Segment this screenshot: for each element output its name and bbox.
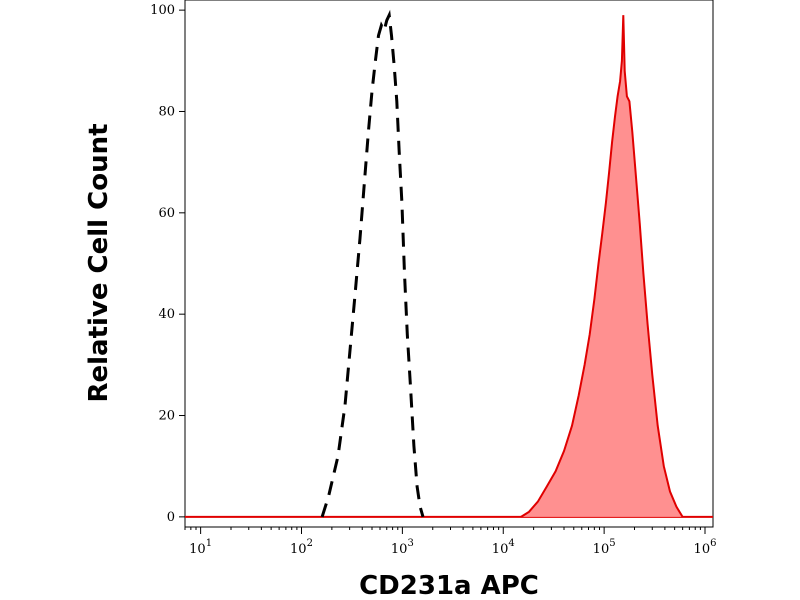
x-tick-label: 101 [189, 538, 212, 557]
series-1-line [520, 15, 684, 518]
y-tick-label: 0 [167, 510, 175, 525]
x-minor-ticks [184, 527, 701, 530]
y-tick-label: 40 [158, 307, 175, 322]
x-tick-label: 104 [492, 538, 515, 557]
y-tick-label: 20 [158, 409, 175, 424]
x-tick-label: 106 [694, 538, 717, 557]
series-0-line [320, 9, 425, 518]
y-tick-label: 80 [158, 104, 175, 119]
y-ticks: 0 20 40 60 80 100 [150, 3, 185, 525]
x-tick-label: 102 [290, 538, 313, 557]
plot-frame [184, 0, 714, 528]
series-layer [185, 9, 713, 518]
series-1-fill [521, 15, 683, 517]
x-tick-label: 105 [593, 538, 616, 557]
x-tick-label: 103 [391, 538, 414, 557]
x-major-ticks: 101 102 103 104 105 106 [189, 527, 716, 557]
y-tick-label: 60 [158, 206, 175, 221]
x-axis-title: CD231a APC [359, 571, 539, 600]
y-axis-title: Relative Cell Count [84, 123, 114, 402]
y-tick-label: 100 [150, 3, 175, 18]
